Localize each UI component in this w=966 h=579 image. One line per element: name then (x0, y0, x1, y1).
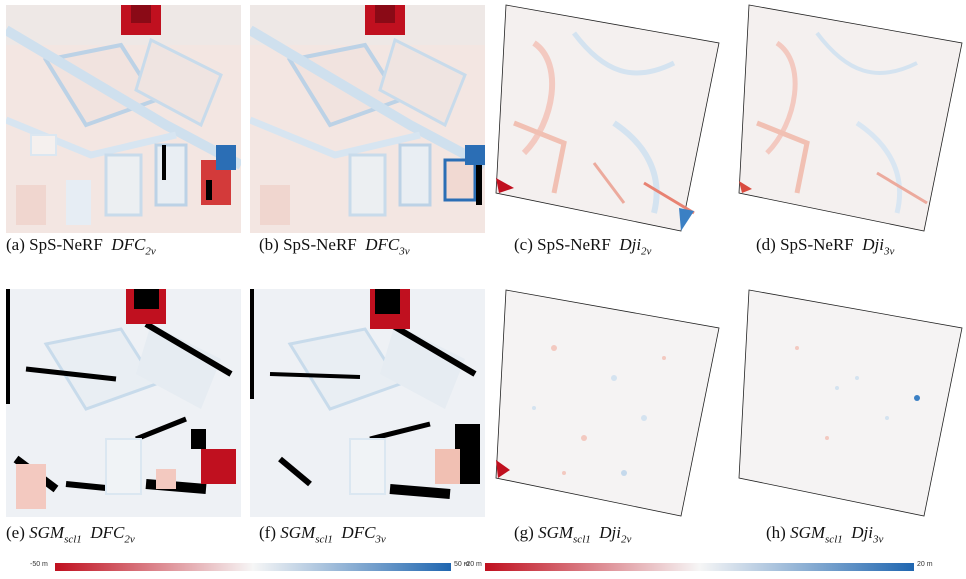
caption-dataset: Dji (619, 235, 642, 254)
caption-dataset-subscript: 3v (399, 245, 410, 258)
colorbar-dji (485, 563, 914, 571)
caption-letter: (f) (259, 523, 276, 542)
caption-dataset: DFC (365, 235, 400, 254)
colorbar-dfc (55, 563, 451, 571)
colorbar1-max-label: 50 m (454, 561, 470, 568)
caption-dataset-subscript: 2v (124, 533, 135, 546)
caption-letter: (d) (756, 235, 776, 254)
caption-a: (a) SpS-NeRF DFC2v (6, 235, 156, 257)
panel-h-image (737, 288, 965, 520)
caption-letter: (h) (766, 523, 786, 542)
panel-c-image (494, 3, 722, 235)
caption-dataset: Dji (599, 523, 621, 542)
caption-method: SGM (280, 523, 316, 542)
caption-dataset: DFC (111, 235, 146, 254)
colorbar1-min-label: -50 m (30, 561, 48, 568)
caption-method: SpS-NeRF (780, 235, 854, 254)
caption-d: (d) SpS-NeRF Dji3v (756, 235, 894, 257)
panel-e-image (6, 289, 241, 517)
panel-g-image (494, 288, 722, 520)
caption-dataset-subscript: 3v (884, 245, 895, 258)
caption-method: SpS-NeRF (283, 235, 357, 254)
caption-b: (b) SpS-NeRF DFC3v (259, 235, 410, 257)
caption-dataset-subscript: 2v (145, 245, 156, 258)
panel-a-image (6, 5, 241, 233)
caption-method: SGM (790, 523, 826, 542)
caption-letter: (e) (6, 523, 25, 542)
caption-c: (c) SpS-NeRF Dji2v (514, 235, 651, 257)
caption-method-subscript: scl1 (825, 533, 843, 546)
caption-dataset: Dji (851, 523, 873, 542)
caption-method: SGM (538, 523, 574, 542)
panel-b-image (250, 5, 485, 233)
caption-letter: (a) (6, 235, 25, 254)
caption-method: SGM (29, 523, 65, 542)
caption-dataset-subscript: 2v (621, 533, 632, 546)
caption-letter: (b) (259, 235, 279, 254)
caption-f: (f) SGMscl1 DFC3v (259, 523, 386, 545)
caption-letter: (g) (514, 523, 534, 542)
caption-e: (e) SGMscl1 DFC2v (6, 523, 135, 545)
caption-dataset: DFC (90, 523, 125, 542)
caption-dataset: DFC (341, 523, 376, 542)
caption-h: (h) SGMscl1 Dji3v (766, 523, 883, 545)
caption-method-subscript: scl1 (64, 533, 82, 546)
caption-method: SpS-NeRF (537, 235, 611, 254)
caption-dataset-subscript: 2v (641, 245, 652, 258)
caption-letter: (c) (514, 235, 533, 254)
caption-dataset-subscript: 3v (873, 533, 884, 546)
colorbar2-min-label: -20 m (464, 561, 482, 568)
caption-method-subscript: scl1 (315, 533, 333, 546)
colorbar2-max-label: 20 m (917, 561, 933, 568)
panel-d-image (737, 3, 965, 235)
caption-dataset-subscript: 3v (375, 533, 386, 546)
panel-f-image (250, 289, 485, 517)
caption-method-subscript: scl1 (573, 533, 591, 546)
caption-g: (g) SGMscl1 Dji2v (514, 523, 631, 545)
caption-method: SpS-NeRF (29, 235, 103, 254)
caption-dataset: Dji (862, 235, 884, 254)
